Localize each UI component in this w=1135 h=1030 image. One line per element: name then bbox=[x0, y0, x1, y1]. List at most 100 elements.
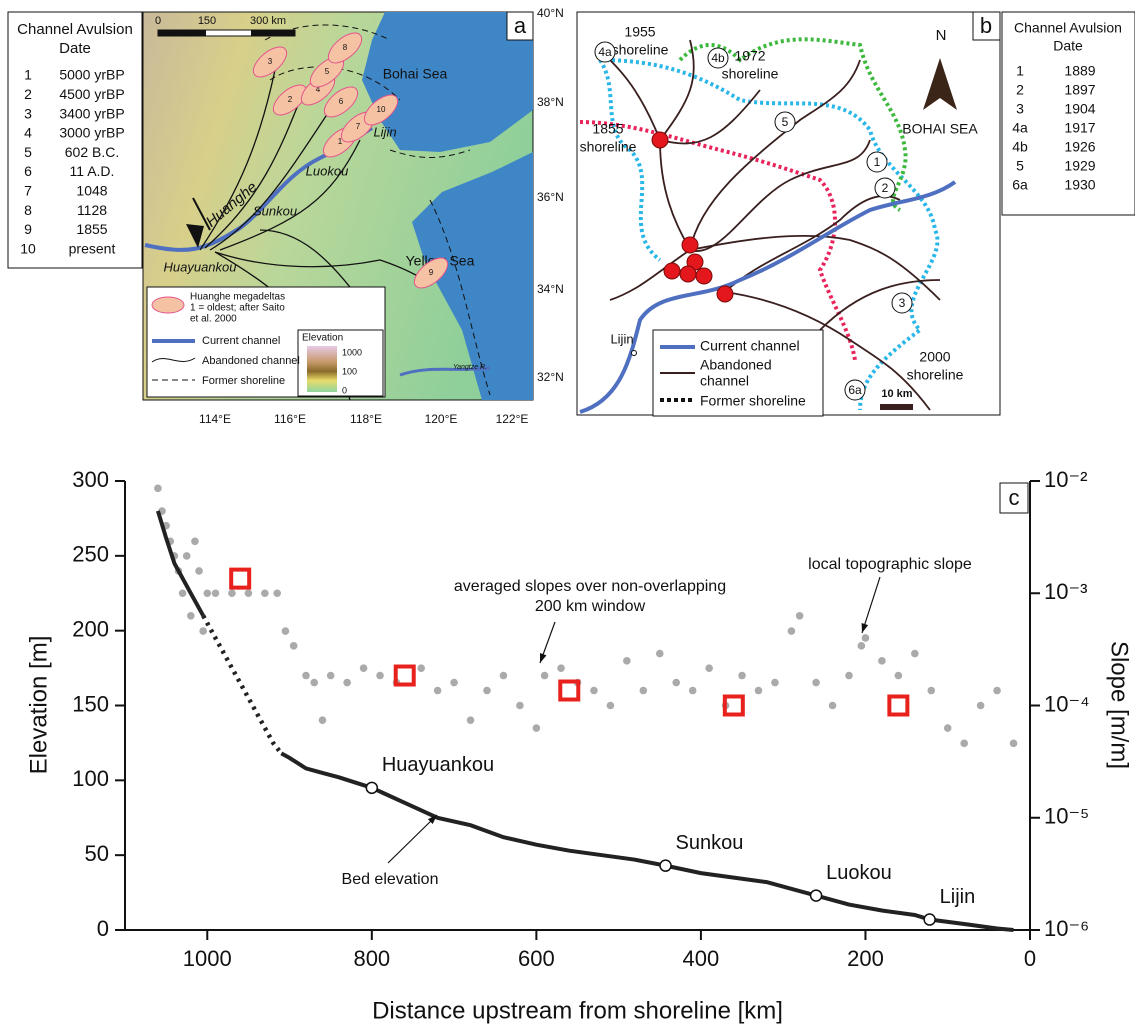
station-label: Huayuankou bbox=[382, 754, 494, 776]
table-cell: 4500 yrBP bbox=[59, 86, 124, 102]
table-cell: 1917 bbox=[1064, 120, 1095, 136]
avulsion-label: 4a bbox=[598, 45, 612, 59]
slope-point bbox=[211, 589, 220, 598]
megadelta bbox=[327, 32, 363, 64]
table-cell: 1904 bbox=[1064, 101, 1095, 117]
slope-point bbox=[433, 686, 442, 695]
avulsion-marker bbox=[594, 41, 616, 63]
averaged-slope bbox=[887, 694, 910, 717]
table-cell: 9 bbox=[24, 221, 32, 237]
table-cell: 2 bbox=[24, 86, 32, 102]
map-a bbox=[7, 11, 534, 401]
station bbox=[659, 859, 672, 872]
avulsion-label: 3 bbox=[899, 296, 906, 310]
slope-point bbox=[705, 664, 713, 672]
delta-number: 1 bbox=[338, 137, 343, 146]
slope-point bbox=[557, 664, 565, 672]
legend-text: et al. 2000 bbox=[190, 314, 237, 325]
panel-label: a bbox=[514, 13, 527, 38]
slope-point bbox=[943, 724, 952, 732]
y2-axis-label: Slope [m/m] bbox=[1106, 641, 1133, 769]
lat-label: 34°N bbox=[537, 282, 564, 296]
slope-point bbox=[771, 678, 779, 687]
avulsion-marker bbox=[866, 151, 888, 173]
legend-tick: 0 bbox=[342, 385, 347, 395]
annotation: averaged slopes over non-overlapping bbox=[454, 578, 726, 595]
slope-point bbox=[450, 678, 458, 687]
map-b bbox=[576, 11, 1135, 417]
sea-label: BOHAI SEA bbox=[902, 121, 978, 137]
slope-point bbox=[812, 678, 820, 687]
arrow-head bbox=[861, 623, 869, 633]
table-cell: 4a bbox=[1012, 120, 1028, 136]
delta-number: 10 bbox=[377, 105, 386, 114]
slope-point bbox=[302, 671, 310, 680]
slope-point bbox=[688, 686, 697, 695]
station bbox=[365, 781, 379, 795]
lon-label: 118°E bbox=[350, 412, 382, 426]
table-header: Channel Avulsion bbox=[1014, 20, 1122, 36]
scale-label: 150 bbox=[198, 15, 216, 27]
slope-point bbox=[795, 611, 804, 620]
slope-point bbox=[154, 484, 162, 493]
slope-point bbox=[191, 537, 199, 546]
table-cell: 1889 bbox=[1064, 63, 1095, 79]
place-label: Bohai Sea bbox=[383, 66, 448, 82]
station-label: Luokou bbox=[826, 862, 892, 884]
x-tick-label: 400 bbox=[683, 946, 720, 971]
slope-point bbox=[590, 686, 598, 695]
slope-point bbox=[672, 678, 681, 687]
x-axis-label: Distance upstream from shoreline [km] bbox=[372, 997, 783, 1024]
legend-title: Elevation bbox=[302, 333, 343, 344]
legend-text: channel bbox=[700, 373, 749, 389]
table-cell: 1929 bbox=[1064, 158, 1095, 174]
avulsion-label: 2 bbox=[882, 181, 889, 195]
y2-tick-label: 10⁻² bbox=[1044, 467, 1087, 492]
table-cell: 5 bbox=[24, 144, 32, 160]
y-tick-label: 50 bbox=[85, 841, 109, 866]
slope-point bbox=[532, 724, 541, 732]
avulsion-label: 4b bbox=[711, 51, 725, 65]
table-cell: 1 bbox=[1016, 63, 1024, 79]
table-cell: 5 bbox=[1016, 158, 1024, 174]
avulsion-marker bbox=[774, 111, 796, 133]
slope-point bbox=[499, 671, 508, 680]
y2-tick-label: 10⁻⁶ bbox=[1044, 916, 1089, 941]
megadelta bbox=[272, 84, 308, 116]
slope-point bbox=[738, 671, 746, 680]
lon-label: 114°E bbox=[199, 412, 231, 426]
annotation: local topographic slope bbox=[808, 556, 972, 573]
legend-tick: 100 bbox=[342, 366, 357, 376]
slope-point bbox=[199, 627, 207, 635]
slope-point bbox=[754, 686, 763, 695]
lon-label: 122°E bbox=[496, 412, 529, 426]
station-label: Lijin bbox=[940, 886, 976, 908]
legend-text: Former shoreline bbox=[202, 375, 285, 387]
slope-point bbox=[927, 686, 936, 695]
lon-label: 116°E bbox=[274, 412, 306, 426]
shoreline-label: shoreline bbox=[722, 66, 779, 82]
arrow-head bbox=[427, 815, 437, 825]
slope-point bbox=[310, 678, 319, 687]
delta-number: 8 bbox=[343, 43, 348, 52]
shoreline-label: 1955 bbox=[624, 24, 655, 40]
shoreline-label: 2000 bbox=[919, 349, 950, 365]
x-tick-label: 600 bbox=[518, 946, 555, 971]
slope-point bbox=[1009, 739, 1018, 748]
station-label: Sunkou bbox=[676, 832, 744, 854]
megadelta bbox=[323, 86, 359, 118]
axis-frame bbox=[124, 481, 1031, 931]
table-cell: 1930 bbox=[1064, 177, 1095, 193]
legend-text: Abandoned bbox=[700, 357, 772, 373]
annotation: Bed elevation bbox=[342, 871, 439, 888]
slope-point bbox=[861, 634, 870, 642]
slope-point bbox=[417, 664, 425, 672]
slope-point bbox=[960, 739, 968, 748]
table-header: Date bbox=[1053, 38, 1083, 54]
y-tick-label: 0 bbox=[97, 916, 109, 941]
table-cell: 5000 yrBP bbox=[59, 67, 124, 83]
delta-number: 2 bbox=[288, 95, 293, 104]
slope-point bbox=[326, 671, 335, 680]
annotation: 200 km window bbox=[535, 598, 646, 615]
